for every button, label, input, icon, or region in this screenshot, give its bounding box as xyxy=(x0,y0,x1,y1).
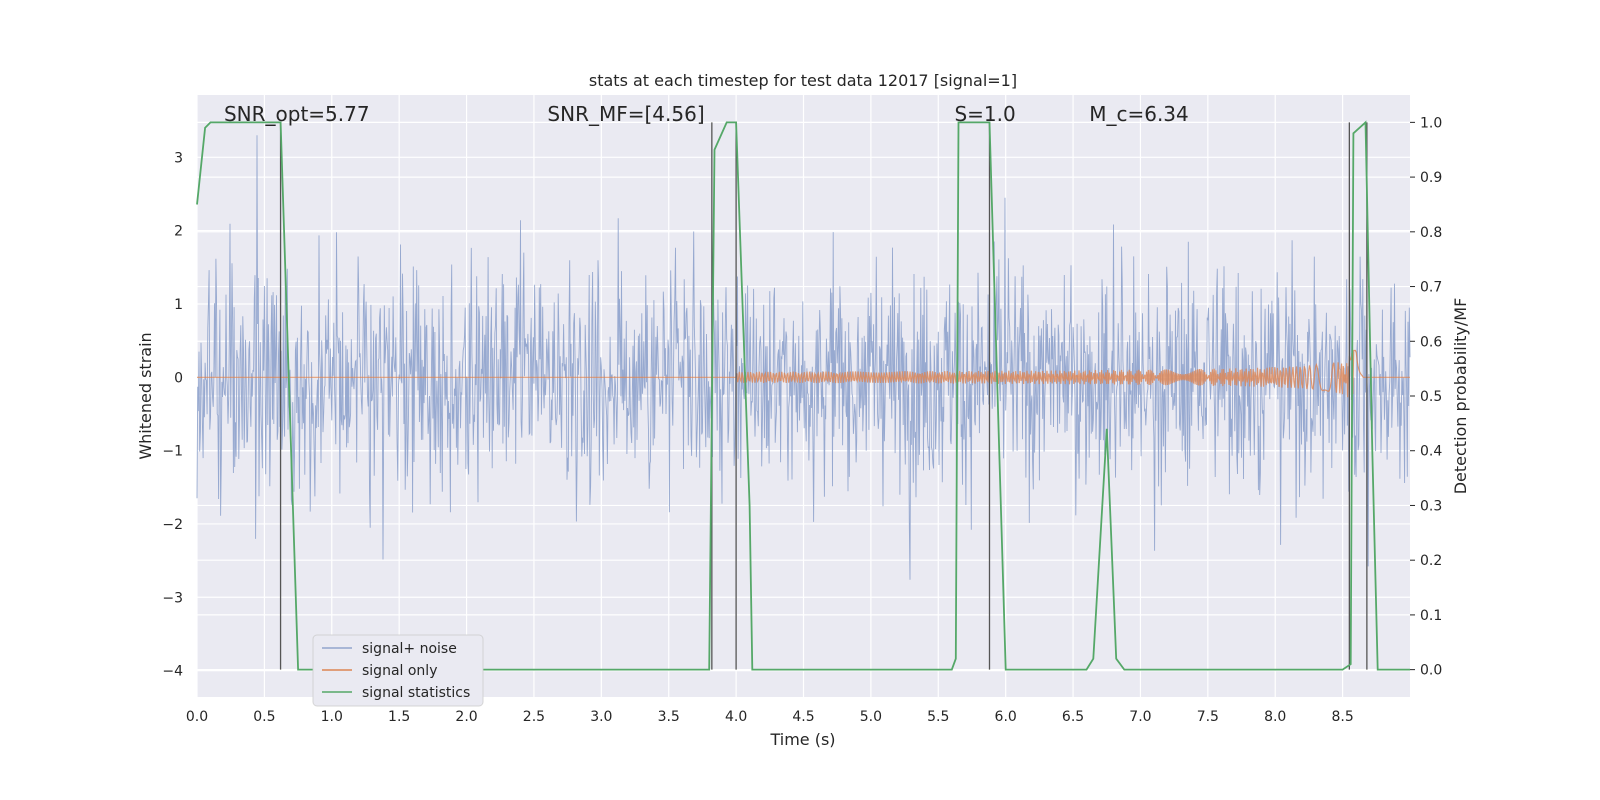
y-left-tick-label: −2 xyxy=(162,517,183,533)
x-tick-label: 1.5 xyxy=(388,709,410,725)
y-left-tick-label: 3 xyxy=(174,150,183,166)
y-right-tick-label: 0.4 xyxy=(1420,444,1442,460)
x-axis-label: Time (s) xyxy=(769,730,835,749)
x-ticks: 0.0 0.5 1.0 1.5 2.0 2.5 3.0 3.5 4.0 4.5 5.0 5.5 6.0 6… xyxy=(186,709,1354,725)
x-tick-label: 0.0 xyxy=(186,709,208,725)
y-right-tick-label: 0.8 xyxy=(1420,225,1442,241)
legend-label-signal: signal only xyxy=(362,663,437,679)
noise-line xyxy=(196,135,1411,580)
y-right-tick-label: 1.0 xyxy=(1420,115,1442,131)
x-tick-label: 7.0 xyxy=(1129,709,1151,725)
x-tick-label: 7.5 xyxy=(1197,709,1219,725)
y-left-tick-label: −3 xyxy=(162,590,183,606)
y-right-tick-label: 0.7 xyxy=(1420,280,1442,296)
y-right-tick-label: 0.0 xyxy=(1420,663,1442,679)
y-right-tick-label: 0.6 xyxy=(1420,334,1442,350)
y-left-axis-label: Whitened strain xyxy=(136,332,155,459)
signal-statistics-line xyxy=(196,120,1410,671)
annotation-label: S=1.0 xyxy=(954,102,1015,126)
x-tick-label: 3.5 xyxy=(658,709,680,725)
x-tick-label: 6.5 xyxy=(1062,709,1084,725)
x-tick-label: 5.5 xyxy=(927,709,949,725)
x-tick-label: 1.0 xyxy=(321,709,343,725)
y-left-ticks: 3 2 1 0 −1 −2 −3 −4 xyxy=(162,150,183,679)
y-left-tick-label: −1 xyxy=(162,444,183,460)
annotations: SNR_opt=5.77 SNR_MF=[4.56] S=1.0 M_c=6.34 xyxy=(224,102,1189,126)
y-left-tick-label: −4 xyxy=(162,664,183,680)
x-tick-label: 3.0 xyxy=(590,709,612,725)
y-right-tick-label: 0.1 xyxy=(1420,608,1442,624)
legend-label-stats: signal statistics xyxy=(362,685,470,701)
annotation-label: M_c=6.34 xyxy=(1089,102,1189,126)
y-left-tick-label: 2 xyxy=(174,224,183,240)
legend-label-noise: signal+ noise xyxy=(362,641,457,657)
y-right-ticks: 1.0 0.9 0.8 0.7 0.6 0.5 0.4 0.3 0.2 0.1 0.0 xyxy=(1410,115,1442,679)
chart-title: stats at each timestep for test data 120… xyxy=(589,71,1017,90)
legend: signal+ noise signal only signal statist… xyxy=(312,634,484,707)
signal-noise-series xyxy=(196,135,1411,580)
y-right-axis-label: Detection probability/MF xyxy=(1451,298,1470,495)
y-right-tick-label: 0.9 xyxy=(1420,170,1442,186)
legend-box xyxy=(312,634,484,707)
x-tick-label: 4.5 xyxy=(792,709,814,725)
annotation-label: SNR_opt=5.77 xyxy=(224,102,370,126)
annotation-label: SNR_MF=[4.56] xyxy=(547,102,704,126)
x-tick-label: 8.0 xyxy=(1264,709,1286,725)
vertical-markers xyxy=(279,122,1368,670)
signal-statistics-series xyxy=(196,120,1410,671)
y-right-tick-label: 0.3 xyxy=(1420,498,1442,514)
signal-only-line xyxy=(197,349,1410,398)
y-right-tick-label: 0.5 xyxy=(1420,389,1442,405)
x-tick-label: 0.5 xyxy=(253,709,275,725)
x-tick-label: 2.5 xyxy=(523,709,545,725)
x-tick-label: 5.0 xyxy=(860,709,882,725)
y-left-tick-label: 0 xyxy=(174,370,183,386)
x-tick-label: 2.0 xyxy=(455,709,477,725)
signal-only-series xyxy=(197,349,1410,398)
y-left-tick-label: 1 xyxy=(174,297,183,313)
x-tick-label: 4.0 xyxy=(725,709,747,725)
x-tick-label: 6.0 xyxy=(995,709,1017,725)
x-tick-label: 8.5 xyxy=(1331,709,1353,725)
y-right-tick-label: 0.2 xyxy=(1420,553,1442,569)
